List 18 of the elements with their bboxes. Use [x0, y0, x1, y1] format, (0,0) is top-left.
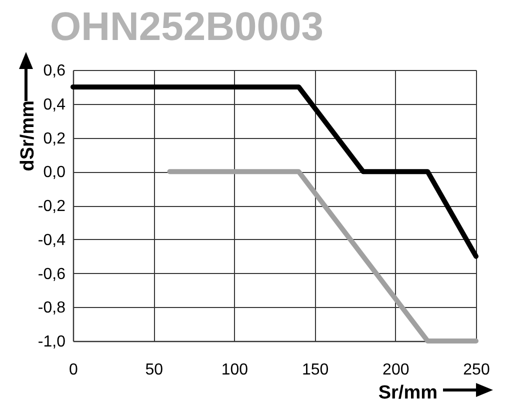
- y-tick-label: -0,8: [38, 300, 66, 317]
- x-tick-label: 250: [463, 362, 490, 378]
- y-tick-label: 0,2: [43, 130, 66, 148]
- y-tick-label: 0,0: [43, 164, 66, 182]
- x-tick-label: 0: [69, 362, 78, 378]
- x-tick-label: 200: [382, 362, 410, 378]
- y-tick-label: -0,4: [38, 232, 66, 249]
- chart-title: OHN252B0003: [50, 5, 324, 49]
- y-tick-label: -0,6: [38, 266, 66, 283]
- x-tick-label: 100: [221, 362, 248, 378]
- y-tick-label: -0,2: [38, 198, 66, 215]
- x-tick-label: 150: [302, 362, 329, 378]
- y-tick-label: -1,0: [38, 334, 66, 350]
- y-tick-label: 0,4: [43, 96, 66, 114]
- y-axis-title: dSr/mm: [18, 100, 38, 172]
- y-tick-label: 0,6: [43, 62, 66, 80]
- x-axis-title: Sr/mm: [378, 382, 438, 401]
- x-tick-label: 50: [145, 362, 164, 378]
